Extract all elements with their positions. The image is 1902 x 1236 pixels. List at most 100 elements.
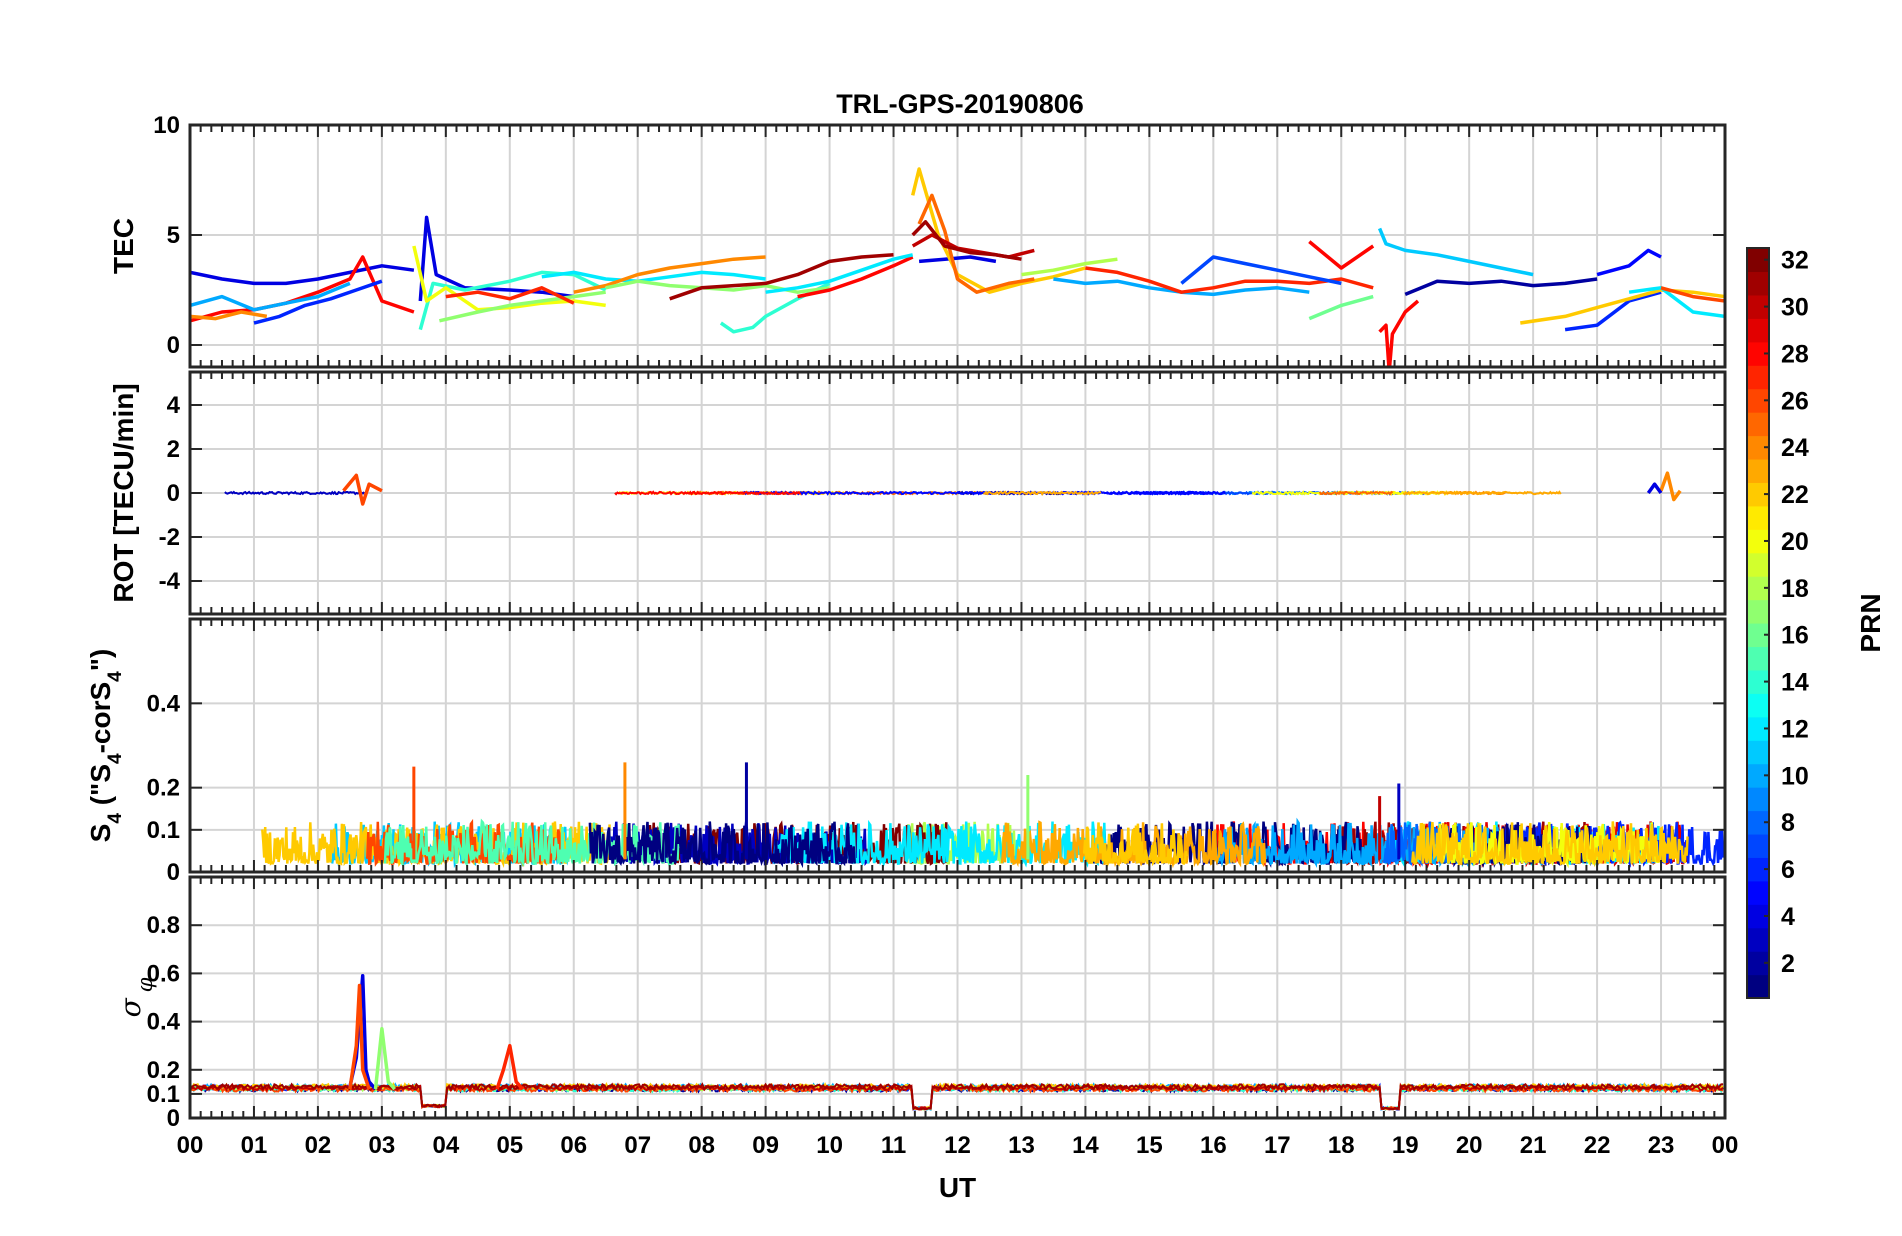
series-line bbox=[190, 310, 268, 321]
colorbar-segment bbox=[1747, 810, 1769, 835]
colorbar-segment bbox=[1747, 669, 1769, 694]
series-line bbox=[797, 255, 914, 299]
y-axis-label: S4 ("S4-corS4") bbox=[85, 649, 126, 843]
y-tick-label: 2 bbox=[167, 436, 180, 463]
y-tick-label: 0 bbox=[167, 859, 180, 886]
x-tick-label: 13 bbox=[1008, 1132, 1035, 1159]
y-tick-label: 0.4 bbox=[147, 690, 181, 717]
series-line bbox=[253, 279, 383, 325]
rot-noise-line bbox=[1402, 490, 1562, 496]
s4-noise-line bbox=[383, 818, 680, 869]
colorbar-segment bbox=[1747, 787, 1769, 812]
series-line bbox=[1308, 294, 1374, 321]
colorbar-tick-label: 12 bbox=[1781, 715, 1809, 743]
colorbar-segment bbox=[1747, 505, 1769, 530]
series-line bbox=[1596, 248, 1662, 277]
series-line bbox=[190, 281, 351, 312]
x-tick-label: 06 bbox=[560, 1132, 587, 1159]
series-line bbox=[910, 167, 1086, 294]
s4-noise-line bbox=[588, 821, 856, 869]
s4-noise-line bbox=[1438, 822, 1659, 869]
series-line bbox=[1378, 299, 1420, 367]
data-layer bbox=[261, 762, 1725, 869]
y-axis-label: σφ bbox=[114, 977, 157, 1017]
series-line bbox=[911, 220, 1022, 261]
y-tick-label: 0.2 bbox=[147, 1057, 180, 1084]
x-axis-label: UT bbox=[939, 1172, 976, 1203]
x-tick-label: 07 bbox=[624, 1132, 651, 1159]
colorbar-segment bbox=[1747, 927, 1769, 952]
y-tick-label: 0 bbox=[167, 1105, 180, 1132]
colorbar-segment bbox=[1747, 623, 1769, 648]
colorbar-segment bbox=[1747, 341, 1769, 366]
series-line bbox=[573, 255, 766, 294]
colorbar-tick-label: 18 bbox=[1781, 575, 1809, 603]
series-line bbox=[1520, 288, 1725, 325]
x-tick-label: 22 bbox=[1584, 1132, 1611, 1159]
y-tick-label: 4 bbox=[167, 392, 181, 419]
colorbar-tick-label: 6 bbox=[1781, 856, 1795, 884]
colorbar-segment bbox=[1747, 576, 1769, 601]
rot-noise-line bbox=[1318, 490, 1394, 496]
series-line bbox=[190, 264, 415, 286]
grid bbox=[189, 877, 1726, 1119]
colorbar-segment bbox=[1747, 599, 1769, 624]
x-tick-label: 21 bbox=[1520, 1132, 1547, 1159]
colorbar-tick-label: 32 bbox=[1781, 247, 1809, 275]
colorbar-segment bbox=[1747, 388, 1769, 413]
x-ticks bbox=[189, 619, 1726, 872]
y-axis-label: TEC bbox=[108, 218, 139, 274]
x-tick-label: 15 bbox=[1136, 1132, 1163, 1159]
s4-noise-line bbox=[1000, 820, 1267, 869]
series-line bbox=[1628, 286, 1725, 319]
series-line bbox=[1377, 227, 1534, 277]
y-tick-label: 0.2 bbox=[147, 775, 180, 802]
colorbar-segment bbox=[1747, 529, 1769, 554]
chart-title: TRL-GPS-20190806 bbox=[836, 89, 1084, 119]
s4-noise-line bbox=[1411, 821, 1689, 868]
series-line bbox=[348, 983, 371, 1090]
series-line bbox=[917, 193, 1035, 294]
sigma-baseline bbox=[190, 1082, 1724, 1111]
colorbar-tick-label: 30 bbox=[1781, 294, 1809, 322]
colorbar-segment bbox=[1747, 951, 1769, 976]
colorbar-segment bbox=[1747, 763, 1769, 788]
x-ticks bbox=[189, 125, 1726, 367]
colorbar-segment bbox=[1747, 693, 1769, 718]
colorbar-segment bbox=[1747, 740, 1769, 765]
series-line bbox=[418, 215, 575, 302]
data-layer bbox=[190, 974, 1724, 1112]
panel-s4: 0 0.1 0.2 0.4 S4 ("S4-corS4") bbox=[85, 617, 1727, 886]
y-axis-label: ROT [TECU/min] bbox=[108, 383, 139, 602]
colorbar-segment bbox=[1747, 482, 1769, 507]
colorbar-segment bbox=[1747, 412, 1769, 437]
x-tick-label: 17 bbox=[1264, 1132, 1291, 1159]
colorbar-segment bbox=[1747, 248, 1769, 273]
rot-noise-line bbox=[224, 490, 365, 496]
y-tick-label: -4 bbox=[159, 568, 181, 595]
colorbar-tick-label: 20 bbox=[1781, 528, 1809, 556]
colorbar-tick-label: 4 bbox=[1781, 903, 1795, 931]
x-tick-label: 02 bbox=[305, 1132, 332, 1159]
series-line bbox=[1404, 277, 1598, 297]
series-line bbox=[1659, 471, 1682, 502]
series-line bbox=[605, 279, 830, 294]
y-tick-label: 0.1 bbox=[147, 817, 180, 844]
series-line bbox=[439, 290, 606, 323]
y-tick-label: -2 bbox=[159, 524, 180, 551]
colorbar-tick-label: 2 bbox=[1781, 950, 1795, 978]
series-line bbox=[1660, 286, 1725, 303]
s4-noise-line bbox=[1082, 822, 1189, 867]
colorbar-tick-label: 26 bbox=[1781, 387, 1809, 415]
colorbar-segment bbox=[1747, 857, 1769, 882]
series-line bbox=[911, 233, 1035, 259]
colorbar-segment bbox=[1747, 833, 1769, 858]
y-tick-label: 0 bbox=[167, 332, 180, 359]
panel-sigma: 00.10.2 0.4 0.6 0.8 σφ 00 01 02 03 04 05 06 07 08 09 10… bbox=[114, 875, 1738, 1203]
colorbar-segment bbox=[1747, 646, 1769, 671]
colorbar-segment bbox=[1747, 880, 1769, 905]
series-line bbox=[190, 255, 415, 323]
x-tick-label: 23 bbox=[1648, 1132, 1675, 1159]
